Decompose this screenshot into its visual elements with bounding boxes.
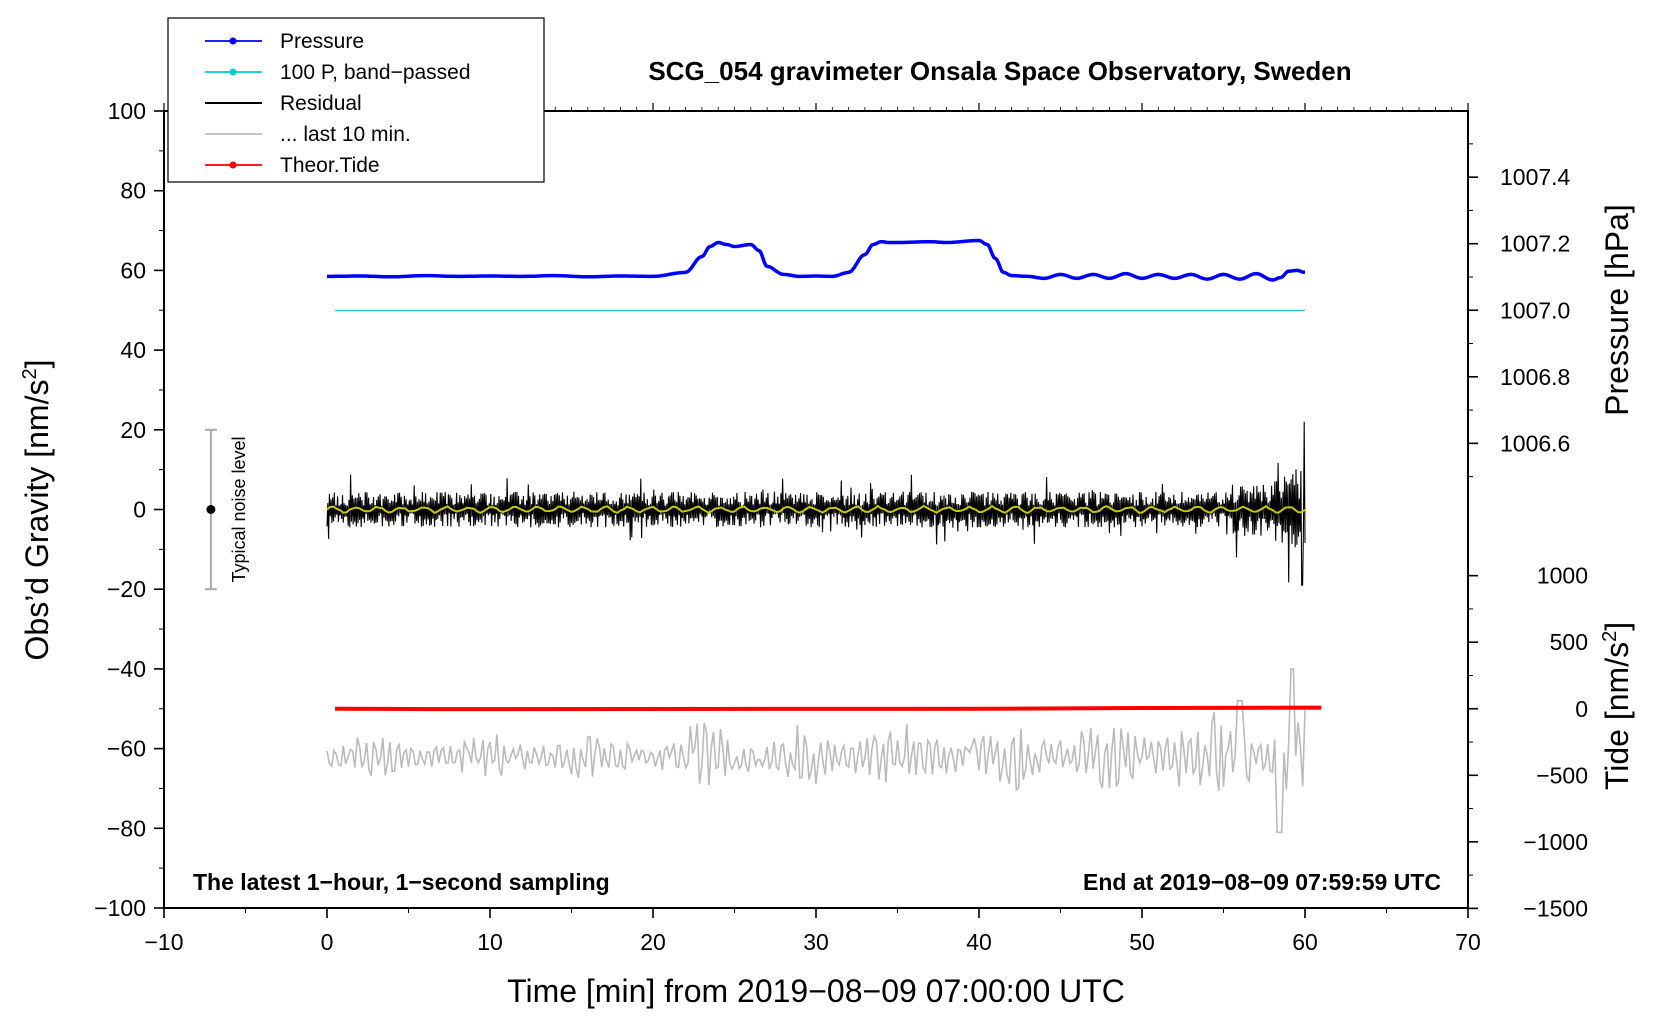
x-tick-label: 20 [640, 929, 666, 955]
y-tick-label: −40 [107, 656, 146, 682]
legend-marker [229, 68, 237, 76]
pressure-tick-label: 1007.4 [1500, 164, 1571, 190]
series-theor-tide-line [335, 705, 1322, 712]
pressure-tick-label: 1006.6 [1500, 430, 1570, 456]
x-axis-title: Time [min] from 2019−08−09 07:00:00 UTC [507, 973, 1125, 1009]
legend-marker [229, 161, 237, 169]
series-pressure-line [327, 238, 1306, 282]
pressure-tick-label: 1007.0 [1500, 297, 1570, 323]
series-residual-smoothed-line [326, 504, 1306, 515]
tide-tick-label: 0 [1575, 696, 1588, 722]
legend-label: 100 P, band−passed [280, 61, 471, 84]
legend: Pressure 100 P, band−passed Residual ... la… [167, 17, 545, 183]
y-tick-label: −80 [107, 815, 146, 841]
tide-tick-label: 1000 [1537, 563, 1588, 589]
tide-tick-label: −500 [1536, 762, 1588, 788]
legend-label: ... last 10 min. [280, 123, 411, 146]
x-tick-label: 0 [321, 929, 334, 955]
legend-box [167, 17, 545, 183]
y-axis-left: 100 80 60 40 20 0 −20 −40 −60 −80 −100 [94, 98, 164, 921]
y-tick-label: 60 [120, 257, 146, 283]
y-tick-label: −20 [107, 576, 146, 602]
x-tick-label: 30 [803, 929, 829, 955]
pressure-axis: 1007.4 1007.2 1007.0 1006.8 1006.6 [1468, 143, 1571, 478]
tide-tick-label: −1000 [1523, 829, 1588, 855]
tide-axis: 1000 500 0 −500 −1000 −1500 [1468, 563, 1588, 921]
legend-label: Residual [280, 92, 362, 115]
tide-tick-label: −1500 [1523, 895, 1588, 921]
x-tick-label: 10 [477, 929, 503, 955]
chart-title: SCG_054 gravimeter Onsala Space Observat… [648, 56, 1351, 86]
noise-bar-label: Typical noise level [229, 436, 249, 582]
series-last10min-line [326, 668, 1306, 834]
series-layer [326, 238, 1322, 834]
x-tick-label: −10 [144, 929, 183, 955]
x-tick-label: 60 [1292, 929, 1318, 955]
y-tick-label: −100 [94, 895, 146, 921]
legend-label: Pressure [280, 30, 364, 53]
pressure-tick-label: 1006.8 [1500, 364, 1570, 390]
pressure-axis-title: Pressure [hPa] [1599, 204, 1635, 416]
tide-axis-title: Tide [nm/s2] [1599, 622, 1635, 790]
legend-marker [229, 37, 237, 45]
annotation-end-time: End at 2019−08−09 07:59:59 UTC [1083, 869, 1441, 895]
y-tick-label: 80 [120, 178, 146, 204]
y-axis-title-left: Obs’d Gravity [nm/s2] [19, 360, 55, 661]
tide-tick-label: 500 [1550, 629, 1588, 655]
noise-bar: Typical noise level [204, 428, 249, 591]
pressure-tick-label: 1007.2 [1500, 231, 1570, 257]
legend-label: Theor.Tide [280, 154, 380, 177]
x-tick-label: 40 [966, 929, 992, 955]
y-tick-label: −60 [107, 736, 146, 762]
x-tick-label: 50 [1129, 929, 1155, 955]
noise-bar-center-dot [206, 505, 216, 514]
y-tick-label: 100 [108, 98, 146, 124]
y-tick-label: 0 [133, 497, 146, 523]
annotation-sampling: The latest 1−hour, 1−second sampling [193, 869, 610, 895]
y-tick-label: 40 [120, 337, 146, 363]
y-tick-label: 20 [120, 417, 146, 443]
x-tick-label: 70 [1455, 929, 1481, 955]
x-axis: −10 0 10 20 30 40 50 60 70 [144, 103, 1481, 955]
series-residual-line [326, 421, 1306, 586]
